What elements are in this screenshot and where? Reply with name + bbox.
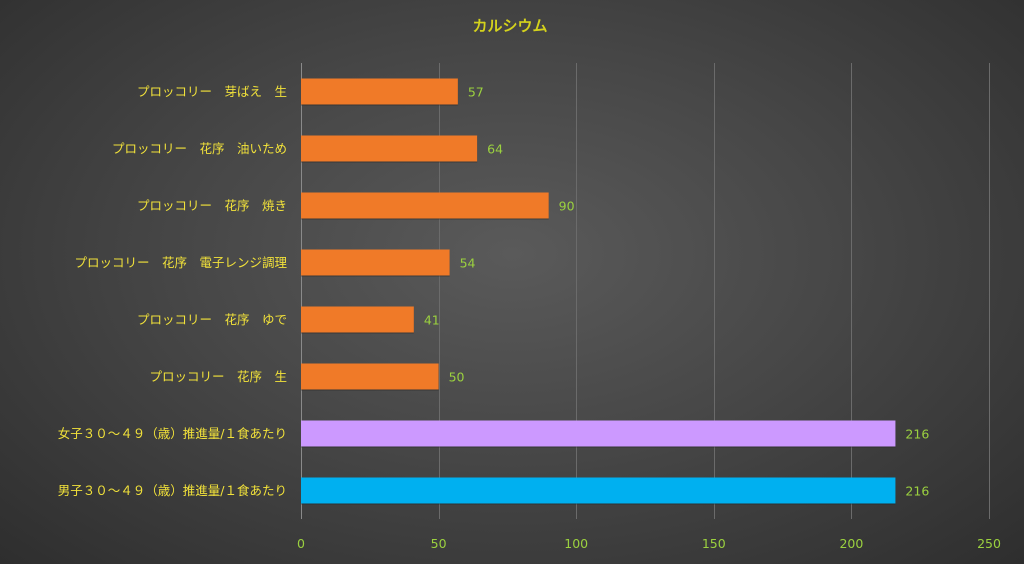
gridlines: [301, 63, 990, 519]
bar: [301, 420, 896, 447]
category-label: プロッコリー 芽ばえ 生: [137, 84, 287, 99]
data-label: 90: [559, 199, 575, 214]
bar: [301, 78, 458, 105]
category-label: プロッコリー 花序 電子レンジ調理: [74, 255, 287, 270]
data-label: 50: [449, 370, 465, 385]
x-tick-label: 200: [839, 536, 863, 551]
category-label: 男子３０〜４９（歳）推進量/１食あたり: [58, 483, 287, 498]
category-label: プロッコリー 花序 ゆで: [137, 312, 287, 327]
bars: [301, 78, 896, 505]
category-label: プロッコリー 花序 焼き: [137, 198, 287, 213]
category-label: 女子３０〜４９（歳）推進量/１食あたり: [58, 426, 287, 441]
x-tick-label: 0: [297, 536, 305, 551]
x-tick-label: 150: [702, 536, 726, 551]
x-tick-label: 50: [431, 536, 447, 551]
data-label: 64: [487, 142, 503, 157]
data-label: 54: [460, 256, 476, 271]
x-tick-label: 100: [564, 536, 588, 551]
data-label: 41: [424, 313, 440, 328]
data-label: 216: [905, 484, 929, 499]
bar: [301, 306, 414, 333]
data-label: 216: [905, 427, 929, 442]
x-tick-label: 250: [977, 536, 1001, 551]
category-label: プロッコリー 花序 生: [149, 369, 287, 384]
bar: [301, 192, 549, 219]
bar: [301, 363, 439, 390]
bar: [301, 249, 450, 276]
bar: [301, 477, 896, 504]
value-labels: 57 64 90 54 41 50 216 216: [424, 85, 930, 499]
bar: [301, 135, 478, 162]
data-label: 57: [468, 85, 484, 100]
x-axis-ticks: 0 50 100 150 200 250: [297, 536, 1001, 551]
category-label: プロッコリー 花序 油いため: [112, 141, 287, 156]
chart-title: カルシウム: [472, 17, 547, 35]
